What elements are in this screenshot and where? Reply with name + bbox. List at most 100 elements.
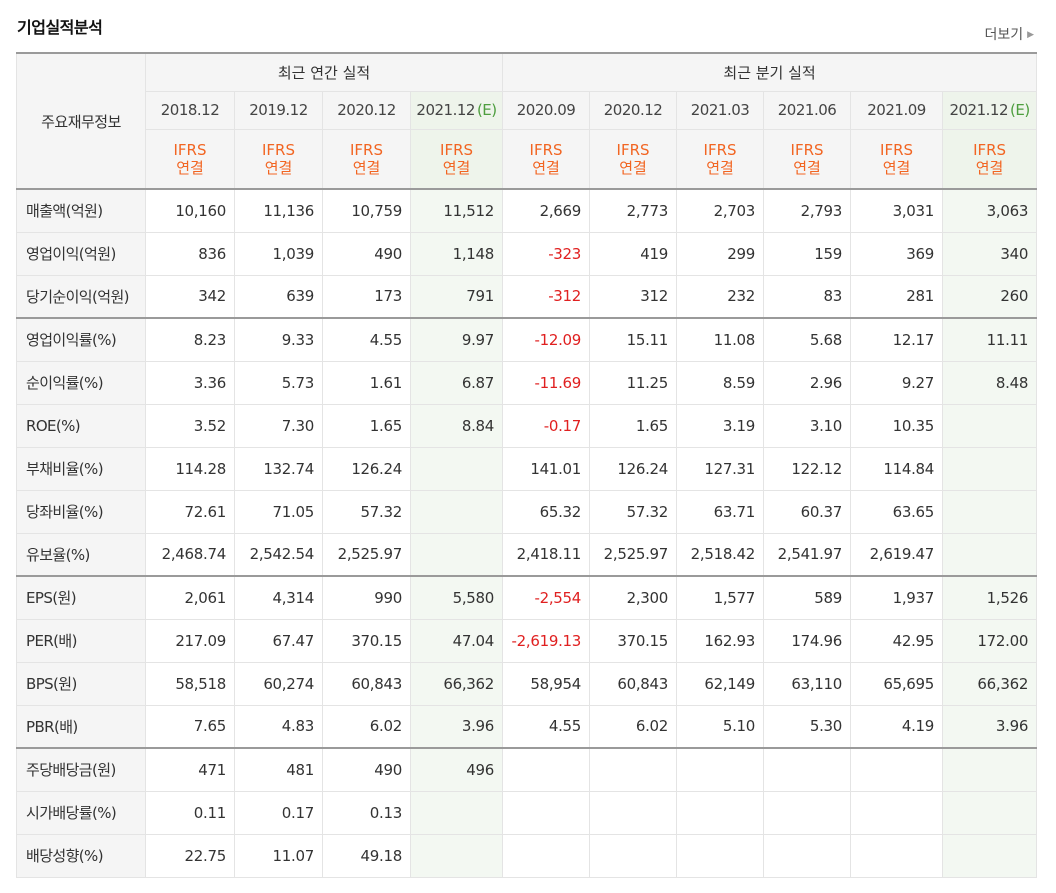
ifrs-label: IFRS — [235, 141, 322, 159]
table-cell: 2,525.97 — [323, 533, 411, 576]
table-cell: 47.04 — [411, 619, 503, 662]
period-header: 2019.12 — [235, 91, 323, 129]
table-cell — [590, 748, 677, 791]
table-row: 부채비율(%) 114.28 132.74 126.24 141.01 126.24 127… — [17, 447, 1037, 490]
table-cell — [503, 834, 590, 877]
table-cell: 260 — [943, 275, 1037, 318]
table-cell — [943, 447, 1037, 490]
table-cell: 126.24 — [323, 447, 411, 490]
row-label: 순이익률(%) — [17, 361, 146, 404]
table-cell: 2,773 — [590, 189, 677, 232]
period-label: 2021.12 — [416, 101, 475, 119]
ifrs-badge: IFRS 연결 — [503, 129, 590, 189]
table-cell: 0.17 — [235, 791, 323, 834]
consolidated-label: 연결 — [943, 159, 1036, 177]
table-cell: 11.25 — [590, 361, 677, 404]
row-label: 주당배당금(원) — [17, 748, 146, 791]
consolidated-label: 연결 — [851, 159, 942, 177]
ifrs-label: IFRS — [503, 141, 589, 159]
table-cell: 5.68 — [764, 318, 851, 361]
table-cell: 10,160 — [146, 189, 235, 232]
table-cell: 8.84 — [411, 404, 503, 447]
period-label: 2021.06 — [778, 101, 837, 119]
table-cell: 5,580 — [411, 576, 503, 619]
table-row: 순이익률(%) 3.36 5.73 1.61 6.87 -11.69 11.25 8.59 2.… — [17, 361, 1037, 404]
table-cell — [411, 490, 503, 533]
section-title: 기업실적분석 — [17, 14, 102, 38]
table-cell: -0.17 — [503, 404, 590, 447]
table-cell: 62,149 — [677, 662, 764, 705]
ifrs-label: IFRS — [851, 141, 942, 159]
period-label: 2021.12 — [949, 101, 1008, 119]
table-cell: 2,300 — [590, 576, 677, 619]
table-cell: -11.69 — [503, 361, 590, 404]
table-cell: 5.73 — [235, 361, 323, 404]
table-cell: 3.10 — [764, 404, 851, 447]
table-cell — [411, 447, 503, 490]
consolidated-label: 연결 — [677, 159, 763, 177]
table-cell: 340 — [943, 232, 1037, 275]
ifrs-badge: IFRS 연결 — [943, 129, 1037, 189]
table-cell: 63.71 — [677, 490, 764, 533]
table-cell: 15.11 — [590, 318, 677, 361]
table-cell: 3.96 — [943, 705, 1037, 748]
table-cell: 7.30 — [235, 404, 323, 447]
table-cell: 11.07 — [235, 834, 323, 877]
table-cell: 281 — [851, 275, 943, 318]
consolidated-label: 연결 — [503, 159, 589, 177]
more-label: 더보기 — [984, 27, 1023, 43]
period-header: 2021.06 — [764, 91, 851, 129]
table-cell: 9.33 — [235, 318, 323, 361]
table-cell: 836 — [146, 232, 235, 275]
chevron-right-icon: ▶ — [1027, 30, 1034, 40]
table-cell — [503, 748, 590, 791]
table-cell: 2,619.47 — [851, 533, 943, 576]
table-row: 당좌비율(%) 72.61 71.05 57.32 65.32 57.32 63.71 60.… — [17, 490, 1037, 533]
period-header: 2020.09 — [503, 91, 590, 129]
ifrs-label: IFRS — [146, 141, 234, 159]
row-label: 부채비율(%) — [17, 447, 146, 490]
table-row: 시가배당률(%) 0.11 0.17 0.13 — [17, 791, 1037, 834]
table-cell: -12.09 — [503, 318, 590, 361]
table-cell: -2,619.13 — [503, 619, 590, 662]
row-label: EPS(원) — [17, 576, 146, 619]
table-cell: 6.87 — [411, 361, 503, 404]
table-cell: 312 — [590, 275, 677, 318]
table-cell: 2,793 — [764, 189, 851, 232]
table-row: BPS(원) 58,518 60,274 60,843 66,362 58,954 60,8… — [17, 662, 1037, 705]
table-cell — [590, 791, 677, 834]
table-cell: 63,110 — [764, 662, 851, 705]
ifrs-label: IFRS — [764, 141, 850, 159]
table-cell: 1,148 — [411, 232, 503, 275]
consolidated-label: 연결 — [235, 159, 322, 177]
table-row: ROE(%) 3.52 7.30 1.65 8.84 -0.17 1.65 3.19 3.10 1… — [17, 404, 1037, 447]
period-header: 2018.12 — [146, 91, 235, 129]
table-cell: 639 — [235, 275, 323, 318]
row-label: 영업이익률(%) — [17, 318, 146, 361]
row-label: 배당성향(%) — [17, 834, 146, 877]
table-cell: 791 — [411, 275, 503, 318]
table-row: 배당성향(%) 22.75 11.07 49.18 — [17, 834, 1037, 877]
table-cell: 4.55 — [503, 705, 590, 748]
period-header: 2021.03 — [677, 91, 764, 129]
table-cell — [943, 791, 1037, 834]
table-cell: 60,843 — [323, 662, 411, 705]
table-cell: 2,525.97 — [590, 533, 677, 576]
consolidated-label: 연결 — [323, 159, 410, 177]
more-link[interactable]: 더보기 ▶ — [984, 24, 1034, 44]
table-cell: -312 — [503, 275, 590, 318]
table-cell: 67.47 — [235, 619, 323, 662]
table-cell: 471 — [146, 748, 235, 791]
row-label: PBR(배) — [17, 705, 146, 748]
table-cell: 990 — [323, 576, 411, 619]
ifrs-label: IFRS — [411, 141, 502, 159]
table-cell: 58,954 — [503, 662, 590, 705]
table-cell: 370.15 — [590, 619, 677, 662]
table-cell: 2,418.11 — [503, 533, 590, 576]
table-cell — [851, 791, 943, 834]
table-cell: 58,518 — [146, 662, 235, 705]
table-cell: 172.00 — [943, 619, 1037, 662]
row-label: 당좌비율(%) — [17, 490, 146, 533]
ifrs-badge: IFRS 연결 — [235, 129, 323, 189]
consolidated-label: 연결 — [764, 159, 850, 177]
